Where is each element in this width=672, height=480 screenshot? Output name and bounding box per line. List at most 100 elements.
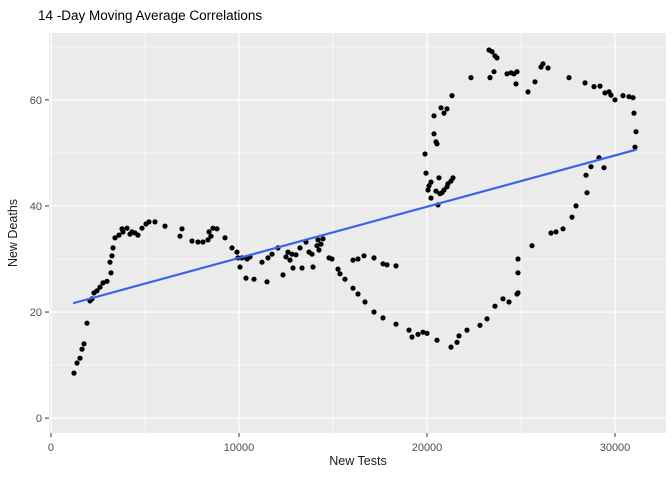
data-point xyxy=(109,253,115,259)
data-point xyxy=(633,129,639,135)
data-point xyxy=(422,151,428,157)
data-point xyxy=(545,65,551,71)
data-point xyxy=(393,321,399,327)
data-point xyxy=(548,230,554,236)
data-point xyxy=(602,90,608,96)
data-point xyxy=(289,251,295,257)
data-point xyxy=(152,219,158,225)
data-point xyxy=(177,233,183,239)
data-point xyxy=(500,296,506,302)
data-point xyxy=(494,55,500,61)
x-tick-label: 0 xyxy=(48,442,54,454)
data-point xyxy=(553,229,559,235)
data-point xyxy=(477,322,483,328)
data-point xyxy=(591,84,597,90)
data-point xyxy=(441,110,447,116)
data-point xyxy=(251,276,257,282)
data-point xyxy=(438,105,444,111)
data-point xyxy=(135,232,141,238)
data-point xyxy=(337,271,343,277)
data-point xyxy=(492,303,498,309)
data-point xyxy=(342,276,348,282)
x-axis-title: New Tests xyxy=(329,454,386,468)
data-point xyxy=(206,229,212,235)
data-point xyxy=(454,339,460,345)
data-point xyxy=(424,330,430,336)
data-point xyxy=(608,92,614,98)
data-point xyxy=(112,235,118,241)
data-point xyxy=(515,270,521,276)
data-point xyxy=(584,190,590,196)
data-point xyxy=(456,333,462,339)
data-point xyxy=(81,341,87,347)
data-point xyxy=(434,141,440,147)
data-point xyxy=(290,265,296,271)
data-point xyxy=(444,106,450,112)
data-point xyxy=(355,256,361,262)
data-point xyxy=(371,255,377,261)
data-point xyxy=(116,232,122,238)
x-tick-label: 20000 xyxy=(412,442,443,454)
data-point xyxy=(409,334,415,340)
data-point xyxy=(601,165,607,171)
data-point xyxy=(162,223,168,229)
data-point xyxy=(293,252,299,258)
data-point xyxy=(234,249,240,255)
data-point xyxy=(269,251,275,257)
data-point xyxy=(146,219,152,225)
data-point xyxy=(280,272,286,278)
data-point xyxy=(380,261,386,267)
data-point xyxy=(573,203,579,209)
data-point xyxy=(120,229,126,235)
plot-panel xyxy=(49,33,666,433)
data-point xyxy=(243,275,249,281)
data-point xyxy=(214,226,220,232)
data-point xyxy=(425,187,431,193)
data-point xyxy=(484,316,490,322)
data-point xyxy=(355,291,361,297)
data-point xyxy=(560,226,566,232)
data-point xyxy=(626,94,632,100)
data-point xyxy=(540,61,546,67)
data-point xyxy=(110,245,116,251)
data-point xyxy=(283,254,289,260)
data-point xyxy=(464,327,470,333)
data-point xyxy=(468,75,474,81)
data-point xyxy=(189,238,195,244)
data-point xyxy=(77,355,83,361)
data-point xyxy=(384,262,390,268)
data-point xyxy=(436,175,442,181)
x-tick-label: 10000 xyxy=(224,442,255,454)
data-point xyxy=(428,179,434,185)
data-point xyxy=(583,172,589,178)
data-point xyxy=(491,69,497,75)
data-point xyxy=(431,113,437,119)
data-point xyxy=(350,257,356,263)
data-point xyxy=(104,278,110,284)
data-point xyxy=(529,243,535,249)
y-axis-title: New Deaths xyxy=(6,199,20,267)
data-point xyxy=(107,259,113,265)
trend-line xyxy=(72,148,638,305)
data-point xyxy=(71,370,77,376)
data-point xyxy=(514,69,520,75)
data-point xyxy=(205,237,211,243)
data-point xyxy=(515,290,521,296)
data-point xyxy=(100,280,106,286)
data-point xyxy=(515,256,521,262)
data-point xyxy=(200,239,206,245)
data-point xyxy=(631,110,637,116)
data-point xyxy=(320,236,326,242)
data-point xyxy=(431,131,437,137)
data-point xyxy=(620,93,626,99)
data-point xyxy=(420,329,426,335)
data-point xyxy=(489,49,495,55)
data-point xyxy=(237,264,243,270)
data-point xyxy=(569,214,575,220)
data-point xyxy=(265,255,271,261)
data-point xyxy=(299,265,305,271)
y-tick-label: 40 xyxy=(30,201,42,213)
data-point xyxy=(513,81,519,87)
data-point xyxy=(632,144,638,150)
data-point xyxy=(428,195,434,201)
